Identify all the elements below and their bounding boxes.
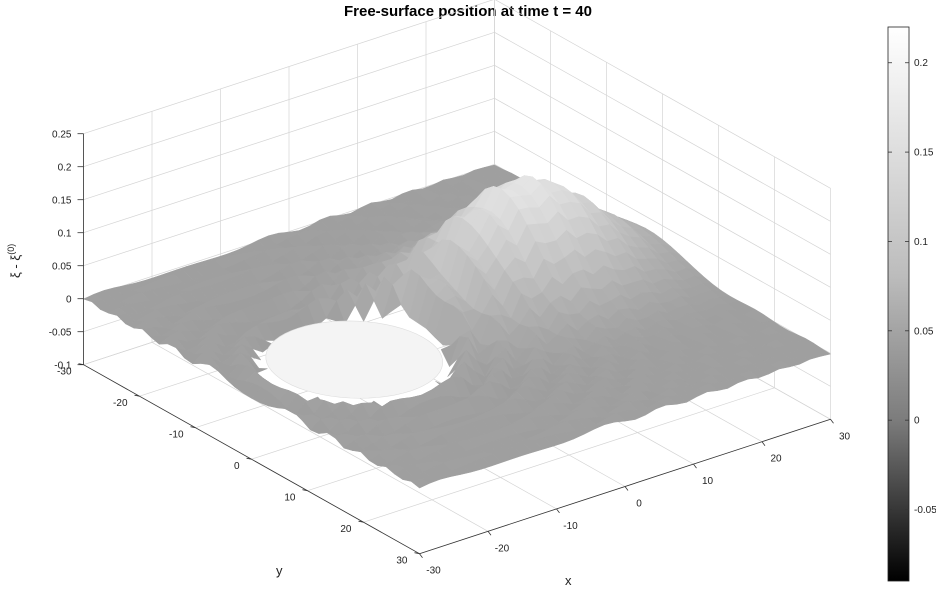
y-tick-label: -10 <box>169 430 184 441</box>
z-tick-label: 0.25 <box>52 130 72 141</box>
z-axis-label: ξ - ξ(0) <box>6 244 23 278</box>
z-tick-label: 0 <box>66 295 72 306</box>
grid-line <box>83 64 495 201</box>
y-tick-mark <box>358 520 364 523</box>
surface-patch <box>410 479 431 489</box>
colorbar-ticks: 0.2 0.15 0.1 0.05 0 -0.05 <box>888 58 936 516</box>
x-tick-mark <box>419 553 423 558</box>
grid-line <box>83 163 495 300</box>
x-tick-mark <box>556 508 560 514</box>
x-tick-label: 20 <box>770 454 782 465</box>
z-axis-label-superscript: (0) <box>6 244 16 255</box>
x-tick-label: -20 <box>495 543 510 554</box>
grid-line <box>494 97 831 288</box>
z-tick-label: -0.05 <box>49 328 72 339</box>
grid-line <box>83 130 495 267</box>
z-tick-label: 0.2 <box>58 163 72 174</box>
chart-title: Free-surface position at time t = 40 <box>344 3 592 20</box>
z-tick-label: -0.1 <box>54 361 72 372</box>
surface <box>82 164 832 489</box>
grid-line <box>83 31 495 168</box>
x-tick-mark <box>830 419 834 424</box>
colorbar-tick-label: -0.05 <box>914 505 936 516</box>
tick-labels: -30 -20 -10 0 10 20 30 -30 -20 -10 0 10 20 30 -0.1 -0.0… <box>49 130 851 577</box>
y-tick-mark <box>302 489 308 492</box>
x-axis-label: x <box>565 573 572 588</box>
y-tick-mark <box>190 426 196 429</box>
z-tick-label: 0.05 <box>52 262 72 273</box>
y-tick-label: 20 <box>340 524 352 535</box>
colorbar-tick-label: 0.05 <box>914 326 934 337</box>
colorbar <box>887 26 910 582</box>
x-tick-mark <box>693 463 697 469</box>
colorbar-tick-label: 0.2 <box>914 58 928 69</box>
grid-line <box>363 387 775 523</box>
y-tick-label: 0 <box>234 461 240 472</box>
grid-line <box>495 0 831 189</box>
x-tick-label: 30 <box>839 431 851 442</box>
y-tick-mark <box>134 394 140 397</box>
x-tick-mark <box>624 486 629 491</box>
y-tick-label: 10 <box>284 493 296 504</box>
colorbar-tick-label: 0.1 <box>914 237 928 248</box>
y-tick-mark <box>246 457 252 460</box>
x-tick-mark <box>761 441 766 446</box>
y-tick-mark <box>414 552 420 555</box>
x-tick-mark <box>487 531 492 536</box>
z-tick-label: 0.1 <box>58 229 72 240</box>
y-axis-label: y <box>276 563 283 578</box>
grid-line <box>494 130 831 321</box>
grid-line <box>494 64 831 255</box>
grid-line <box>83 97 495 234</box>
grid-line <box>494 31 831 222</box>
y-tick-label: 30 <box>396 556 408 567</box>
colorbar-tick-label: 0.15 <box>914 148 934 159</box>
z-tick-label: 0.15 <box>52 196 72 207</box>
y-tick-label: -30 <box>57 367 72 378</box>
x-tick-label: 10 <box>702 476 714 487</box>
x-tick-label: -30 <box>426 566 441 577</box>
obstacle-disc <box>265 320 443 399</box>
z-axis-label-main: ξ - ξ <box>8 255 23 278</box>
grid-line <box>83 0 494 135</box>
x-tick-label: 0 <box>636 499 642 510</box>
colorbar-tick-label: 0 <box>914 416 920 427</box>
x-tick-label: -10 <box>563 521 578 532</box>
y-tick-label: -20 <box>113 398 128 409</box>
